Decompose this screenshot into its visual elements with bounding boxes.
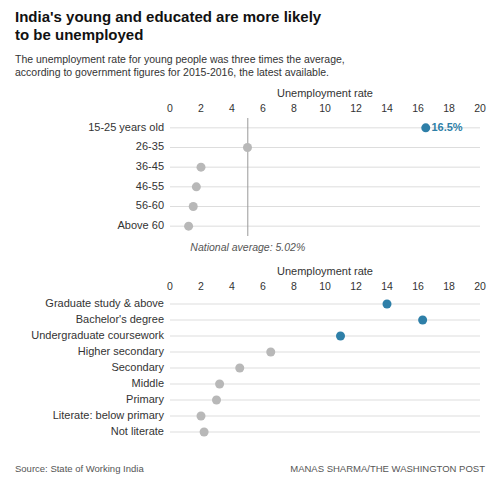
- marks: [184, 123, 430, 230]
- grid-line: [170, 304, 480, 305]
- category-label: 15-25 years old: [88, 121, 164, 133]
- tick-label: 10: [319, 102, 331, 114]
- text-line: The unemployment rate for young people w…: [15, 53, 345, 65]
- reference-line: [247, 118, 248, 236]
- category-label: Secondary: [111, 361, 164, 373]
- category-label: 56-60: [136, 199, 164, 211]
- tick-label: 12: [350, 102, 362, 114]
- tick-label: 4: [229, 280, 235, 292]
- tick-label: 20: [474, 102, 486, 114]
- tick-label: 0: [167, 102, 173, 114]
- dot: [336, 332, 345, 341]
- tick-label: 18: [443, 280, 455, 292]
- grid-line: [170, 206, 480, 207]
- grid-line: [170, 416, 480, 417]
- grid-line: [170, 352, 480, 353]
- tick-label: 2: [198, 280, 204, 292]
- category-label: Primary: [126, 393, 164, 405]
- grid-line: [170, 320, 480, 321]
- dot: [197, 163, 206, 172]
- dot: [189, 202, 198, 211]
- category-label: 26-35: [136, 140, 164, 152]
- grid-line: [170, 186, 480, 187]
- chart-canvas: India's young and educated are more like…: [0, 0, 500, 482]
- dot: [184, 222, 193, 231]
- annotation: ● 16.5%: [422, 121, 463, 133]
- grid-line: [170, 147, 480, 148]
- tick-label: 0: [167, 280, 173, 292]
- category-label: 36-45: [136, 160, 164, 172]
- tick-label: 18: [443, 102, 455, 114]
- category-label: Middle: [132, 377, 164, 389]
- source: Source: State of Working India: [15, 463, 144, 474]
- category-label: Not literate: [111, 425, 164, 437]
- tick-label: 8: [291, 102, 297, 114]
- background: [0, 0, 500, 482]
- tick-label: 14: [381, 102, 393, 114]
- grid-line: [170, 226, 480, 227]
- tick-label: 6: [260, 280, 266, 292]
- axis-label: Unemployment rate: [277, 265, 373, 277]
- tick-label: 20: [474, 280, 486, 292]
- tick-label: 8: [291, 280, 297, 292]
- dot: [212, 396, 221, 405]
- grid-line: [170, 432, 480, 433]
- dot-chart: 15-25 years old 26-35 36-45 46-55 56-60 Above…: [88, 87, 486, 253]
- dot: [235, 364, 244, 373]
- text-line: India's young and educated are more like…: [15, 8, 322, 25]
- dot: [197, 412, 206, 421]
- category-label: Undergraduate coursework: [31, 329, 164, 341]
- tick-label: 6: [260, 102, 266, 114]
- dot: [200, 428, 209, 437]
- category-label: 46-55: [136, 180, 164, 192]
- tick-label: 14: [381, 280, 393, 292]
- credit: MANAS SHARMA/THE WASHINGTON POST: [290, 463, 485, 474]
- category-label: Literate: below primary: [53, 409, 165, 421]
- category-label: Graduate study & above: [45, 297, 164, 309]
- dot: [243, 143, 252, 152]
- marks: [197, 300, 428, 437]
- dot: [215, 380, 224, 389]
- category-label: Above 60: [118, 219, 164, 231]
- tick-label: 16: [412, 102, 424, 114]
- subtitle: The unemployment rate for young people w…: [15, 53, 345, 78]
- tick-label: 12: [350, 280, 362, 292]
- grid-line: [170, 167, 480, 168]
- grid-line: [170, 336, 480, 337]
- tick-label: 16: [412, 280, 424, 292]
- tick-label: 2: [198, 102, 204, 114]
- tick-label: 10: [319, 280, 331, 292]
- dot: [192, 182, 201, 191]
- text-line: to be unemployed: [15, 26, 143, 43]
- dot-chart: Graduate study & above Bachelor's degree U…: [31, 265, 486, 437]
- text-line: according to government figures for 2015…: [15, 66, 329, 78]
- category-label: Bachelor's degree: [76, 313, 164, 325]
- title: India's young and educated are more like…: [15, 8, 322, 43]
- tick-label: 4: [229, 102, 235, 114]
- dot: [266, 348, 275, 357]
- dot: [418, 316, 427, 325]
- category-label: Higher secondary: [78, 345, 165, 357]
- dot: [383, 300, 392, 309]
- reference-label: National average: 5.02%: [190, 241, 305, 253]
- grid-line: [170, 368, 480, 369]
- axis-label: Unemployment rate: [277, 87, 373, 99]
